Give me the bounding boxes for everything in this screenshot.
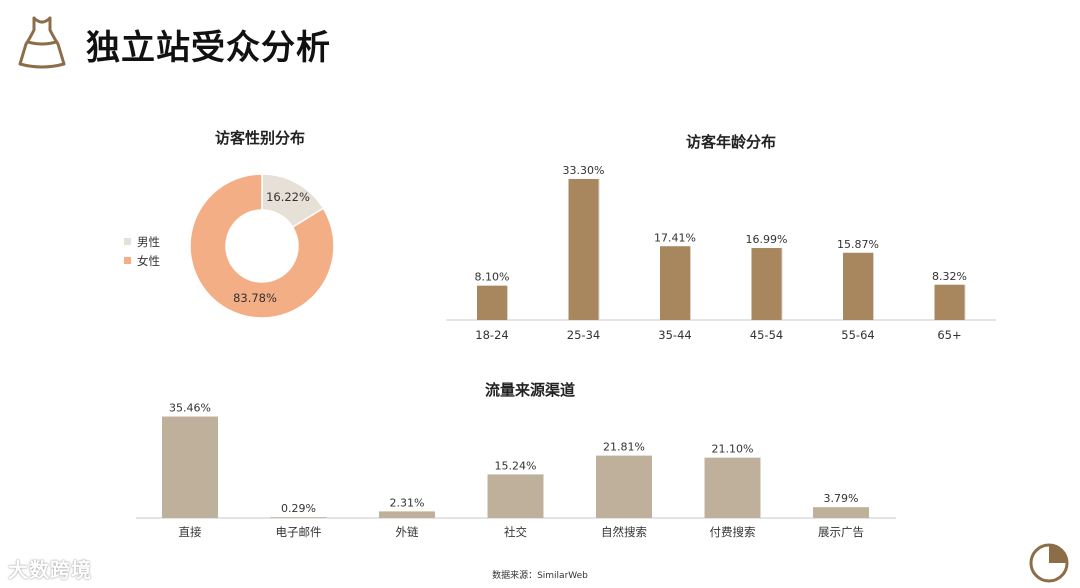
- gender-chart-title: 访客性别分布: [214, 129, 305, 147]
- traffic-category-label: 展示广告: [818, 525, 864, 539]
- traffic-bar: [379, 511, 435, 518]
- page-title: 独立站受众分析: [86, 28, 331, 68]
- age-category-label: 35-44: [658, 328, 691, 342]
- age-value-label: 15.87%: [837, 238, 879, 251]
- legend-item-male: 男性: [124, 232, 160, 251]
- traffic-value-label: 15.24%: [495, 459, 537, 472]
- age-category-label: 45-54: [750, 328, 783, 342]
- traffic-value-label: 21.81%: [603, 441, 645, 454]
- legend-label-female: 女性: [137, 253, 160, 268]
- gender-donut-chart: 16.22% 83.78%: [189, 173, 335, 319]
- age-value-label: 16.99%: [746, 233, 788, 246]
- dress-icon: [18, 16, 66, 69]
- traffic-value-label: 3.79%: [824, 492, 859, 505]
- age-category-label: 55-64: [841, 328, 874, 342]
- age-bar: [660, 246, 690, 320]
- traffic-bar: [813, 507, 869, 518]
- legend-label-male: 男性: [137, 234, 160, 249]
- traffic-value-label: 21.10%: [712, 443, 754, 456]
- traffic-bar: [270, 517, 327, 518]
- donut-value-label-male: 16.22%: [266, 190, 310, 204]
- legend-item-female: 女性: [124, 251, 160, 270]
- age-category-label: 18-24: [475, 328, 508, 342]
- gender-legend: 男性 女性: [124, 232, 160, 270]
- traffic-category-label: 外链: [396, 525, 419, 539]
- data-source-note: 数据来源：SimilarWeb: [492, 571, 588, 581]
- pie-chart-icon: [1029, 543, 1069, 583]
- traffic-bar: [596, 455, 652, 518]
- age-bar: [477, 285, 507, 320]
- donut-value-label-female: 83.78%: [233, 291, 277, 305]
- age-value-label: 33.30%: [563, 164, 605, 177]
- age-bar: [934, 284, 965, 320]
- traffic-value-label: 35.46%: [169, 402, 211, 415]
- traffic-bar: [487, 474, 544, 518]
- traffic-category-label: 电子邮件: [276, 525, 322, 539]
- traffic-value-label: 0.29%: [281, 502, 316, 515]
- traffic-chart-title: 流量来源渠道: [484, 381, 575, 399]
- traffic-value-label: 2.31%: [390, 496, 425, 509]
- traffic-category-label: 自然搜索: [601, 525, 647, 539]
- age-chart-title: 访客年龄分布: [685, 133, 776, 151]
- age-category-label: 65+: [937, 328, 961, 342]
- age-value-label: 8.32%: [932, 270, 967, 283]
- age-value-label: 17.41%: [654, 231, 696, 244]
- age-bar: [843, 252, 873, 320]
- age-category-label: 25-34: [567, 328, 600, 342]
- donut-slice-female: [189, 173, 335, 319]
- traffic-category-label: 直接: [179, 525, 202, 539]
- traffic-bar: [704, 457, 761, 518]
- legend-swatch-female: [124, 257, 131, 264]
- traffic-bar: [162, 416, 218, 518]
- age-value-label: 8.10%: [475, 271, 510, 284]
- traffic-category-label: 社交: [504, 525, 527, 539]
- age-bar: [568, 178, 599, 320]
- watermark-logo: 大数跨境: [8, 558, 92, 582]
- age-bar: [751, 248, 782, 320]
- legend-swatch-male: [124, 238, 131, 245]
- traffic-category-label: 付费搜索: [710, 525, 756, 539]
